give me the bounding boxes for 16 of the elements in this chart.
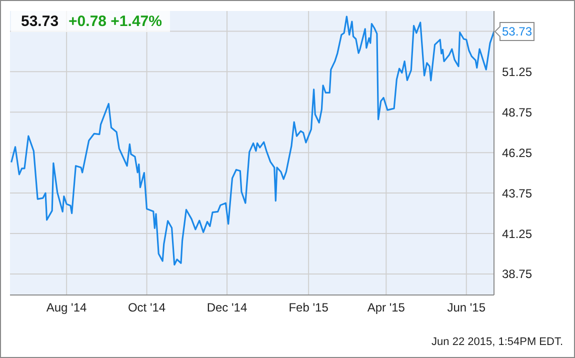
- x-tick-label: Jun '15: [447, 300, 486, 315]
- x-tick-label: Aug '14: [46, 300, 88, 315]
- chart-title: 53.73: [21, 13, 59, 30]
- x-tick-label: Oct '14: [128, 300, 166, 315]
- x-tick-label: Apr '15: [367, 300, 406, 315]
- x-tick-label: Feb '15: [288, 300, 329, 315]
- y-tick-label: 48.75: [502, 105, 532, 120]
- y-tick-label: 46.25: [502, 146, 532, 160]
- annotation: 53.73: [502, 24, 532, 39]
- text: Jun 22 2015, 1:54PM EDT.: [432, 336, 563, 348]
- y-tick-label: 43.75: [502, 186, 532, 200]
- y-tick-label: 38.75: [502, 267, 532, 282]
- y-tick-label: 41.25: [502, 226, 532, 241]
- y-tick-label: 51.25: [502, 64, 532, 79]
- x-tick-label: Dec '14: [206, 300, 248, 315]
- chart-subtitle: +0.78 +1.47%: [68, 13, 162, 30]
